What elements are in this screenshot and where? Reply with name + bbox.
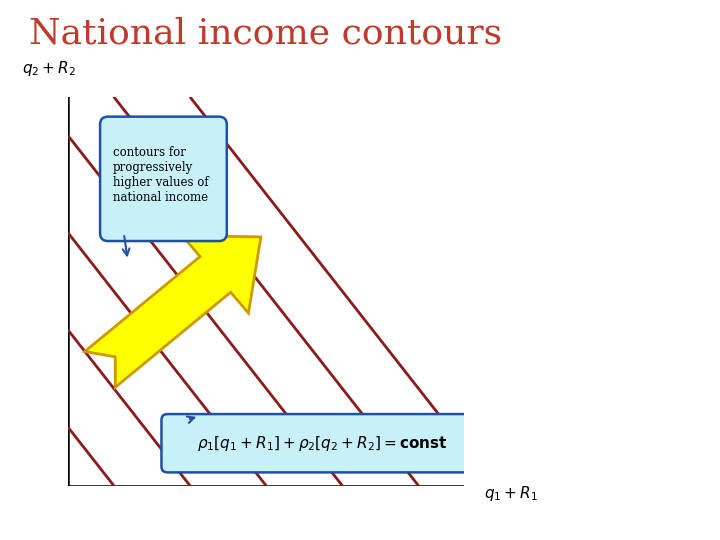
Text: 31: 31 [677, 516, 698, 530]
Text: National income contours: National income contours [29, 16, 502, 50]
FancyBboxPatch shape [161, 414, 482, 472]
FancyBboxPatch shape [100, 117, 227, 241]
Text: Frank Cowell: Simple Economy: Frank Cowell: Simple Economy [261, 517, 459, 530]
Text: contours for
progressively
higher values of
national income: contours for progressively higher values… [113, 146, 208, 204]
Text: $\rho_1[q_1 + R_1] + \rho_2[q_2 + R_2] = \mathbf{const}$: $\rho_1[q_1 + R_1] + \rho_2[q_2 + R_2] =… [197, 434, 447, 453]
Text: $q_1+R_1$: $q_1+R_1$ [485, 484, 538, 503]
Polygon shape [85, 235, 261, 387]
Text: April 2018: April 2018 [14, 517, 81, 530]
Text: $q_2+R_2$: $q_2+R_2$ [22, 59, 76, 78]
